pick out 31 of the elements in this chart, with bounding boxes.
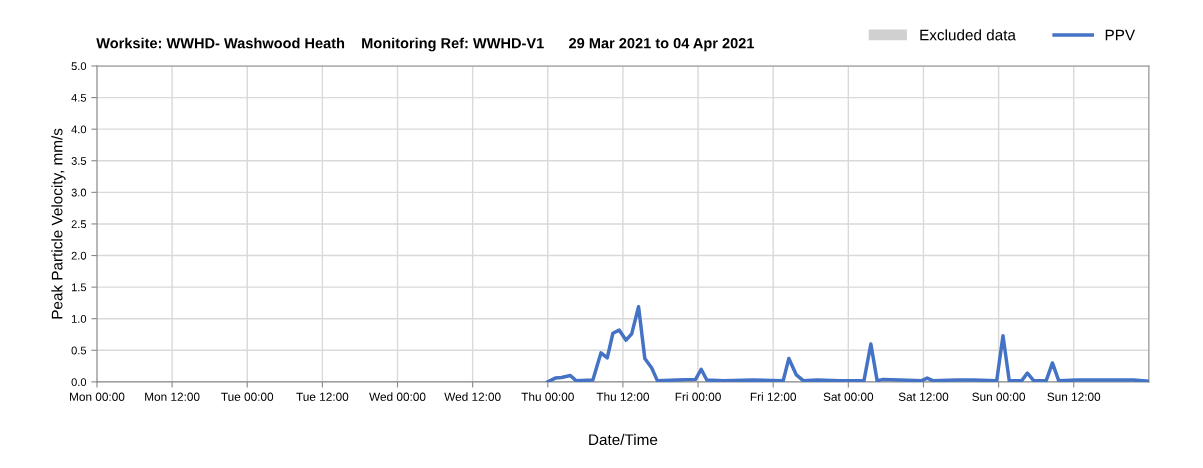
x-tick-label: Mon 00:00 <box>70 392 125 401</box>
y-tick-label: 2.5 <box>71 220 87 229</box>
y-tick-label: 4.5 <box>71 93 87 102</box>
x-tick-label: Fri 12:00 <box>750 392 797 401</box>
y-tick-label: 0.5 <box>71 346 87 355</box>
x-tick-label: Thu 12:00 <box>596 392 650 401</box>
y-tick-label: 2.0 <box>71 251 87 260</box>
x-tick-label: Mon 12:00 <box>145 392 200 401</box>
y-tick-label: 1.0 <box>71 314 87 323</box>
x-tick-label: Thu 00:00 <box>521 392 574 401</box>
x-tick-label: Sat 00:00 <box>823 392 874 401</box>
x-tick-label: Fri 00:00 <box>675 392 721 401</box>
x-tick-label: Sun 12:00 <box>1047 392 1101 401</box>
x-tick-label: Wed 12:00 <box>444 392 501 401</box>
x-tick-label: Sun 00:00 <box>972 392 1026 401</box>
y-tick-label: 1.5 <box>71 283 87 292</box>
y-tick-label: 3.5 <box>71 157 87 165</box>
x-axis-title: Date/Time <box>589 433 658 446</box>
y-axis-title: Peak Particle Velocity, mm/s <box>51 128 66 319</box>
legend-label: Excluded data <box>920 29 1016 41</box>
x-tick-label: Wed 00:00 <box>369 392 426 401</box>
y-tick-label: 5.0 <box>71 62 87 71</box>
y-tick-label: 0.0 <box>71 378 87 387</box>
y-tick-label: 3.0 <box>71 188 87 197</box>
x-tick-label: Tue 12:00 <box>296 392 349 401</box>
x-tick-label: Sat 12:00 <box>898 392 949 401</box>
legend-label: PPV <box>1105 29 1136 41</box>
chart-title: Worksite: WWHD- Washwood Heath Monitoring Ref: WWHD-V1 29 Mar 2021 to 04 Apr 2021 <box>96 37 755 52</box>
line-series <box>546 304 1149 382</box>
x-tick-label: Tue 00:00 <box>221 392 274 401</box>
y-tick-label: 4.0 <box>71 125 87 134</box>
